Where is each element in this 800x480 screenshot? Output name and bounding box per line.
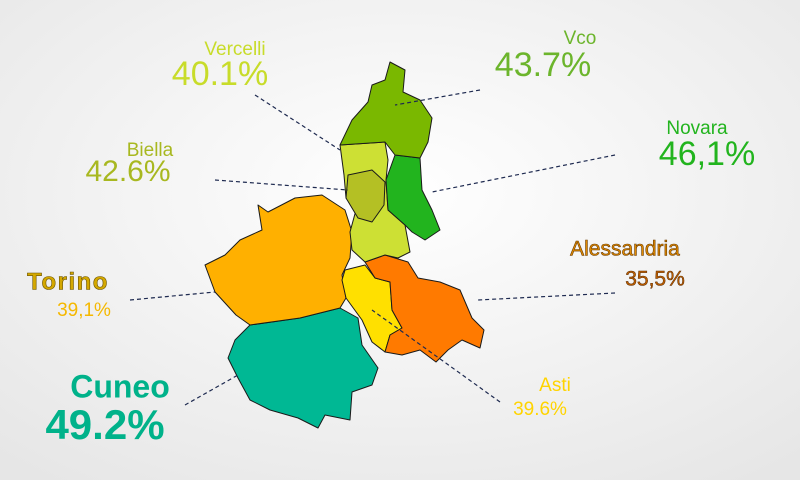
region-value: 49.2% [45, 401, 164, 448]
region-value: 35,5% [625, 268, 685, 291]
region-cuneo [227, 307, 379, 429]
region-value: 46,1% [659, 135, 755, 173]
leader-line [394, 89, 481, 106]
region-biella [345, 169, 386, 223]
region-value: 42.6% [85, 155, 170, 188]
region-name: Biella [127, 140, 174, 161]
region-name: Vercelli [204, 39, 265, 60]
region-vco [339, 61, 433, 159]
leader-line [184, 374, 239, 406]
leader-line [214, 179, 349, 191]
region-value: 39,1% [57, 300, 111, 321]
region-name: Asti [539, 375, 571, 396]
region-name: Novara [666, 118, 728, 139]
region-value: 43.7% [495, 46, 591, 84]
region-name: Alessandria [570, 238, 680, 261]
region-name: Torino [27, 268, 109, 295]
region-novara [385, 154, 441, 241]
region-value: 39.6% [513, 399, 567, 420]
region-torino [204, 194, 353, 326]
region-name: Vco [564, 28, 597, 49]
region-alessandria [364, 254, 485, 363]
leader-line [129, 291, 216, 301]
region-name: Cuneo [70, 368, 170, 404]
region-value: 40.1% [172, 55, 268, 93]
leader-line [477, 292, 616, 301]
leader-line [371, 309, 501, 403]
leader-line [254, 94, 341, 151]
leader-line [431, 154, 616, 193]
